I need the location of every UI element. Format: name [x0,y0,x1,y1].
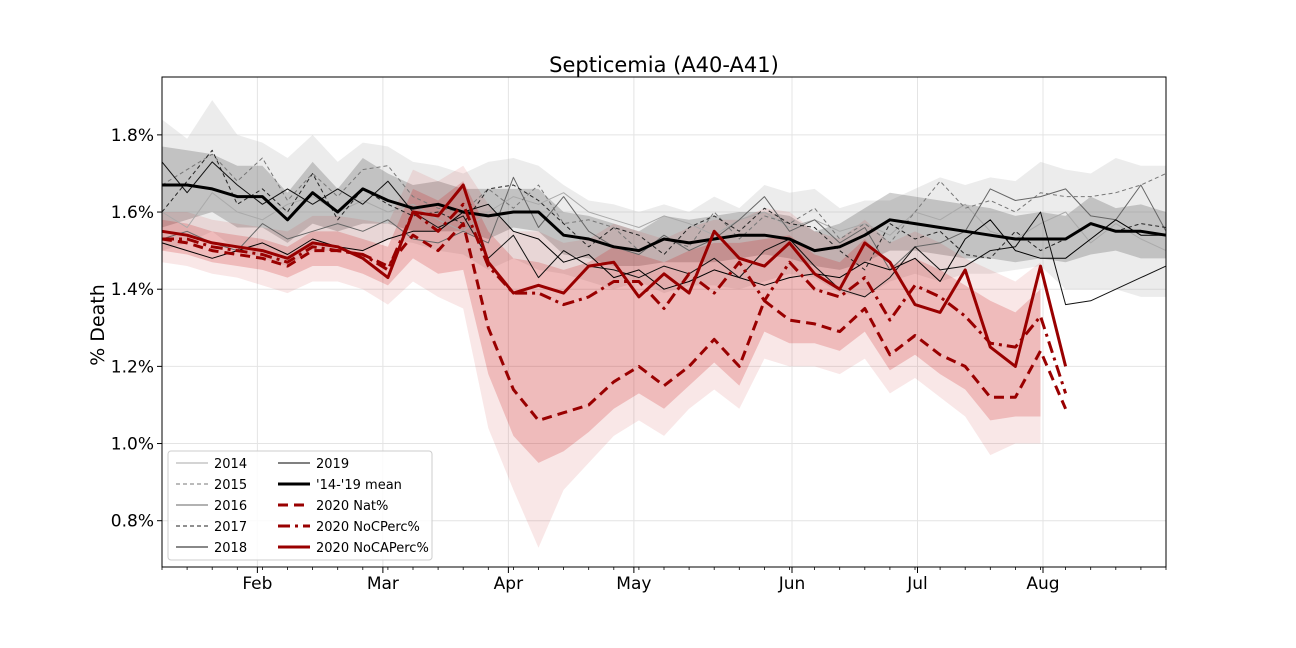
x-tick-label: Jun [778,574,806,594]
chart-title: Septicemia (A40-A41) [549,53,779,77]
series-line-7 [161,222,1067,422]
y-tick-label: 1.4% [111,280,154,300]
y-tick-label: 1.0% [111,435,154,455]
legend-label: 2018 [214,541,247,556]
series-line-6 [162,183,1167,253]
line-layer [161,149,1167,422]
y-tick-label: 1.8% [111,126,154,146]
legend-label: 2014 [214,457,247,472]
axis-layer: 0.8% 1.0% 1.2% 1.4% 1.6% 1.8% Feb Mar Apr May Jun J… [111,76,1167,594]
legend-label: 2017 [214,520,247,535]
legend: 2014 2015 2016 2017 2018 2019 '14-'19 mean 2020… [167,450,433,561]
x-tick-label: Feb [242,574,272,594]
legend-label: 2020 NoCPerc% [316,520,420,535]
series-line-1 [161,153,1167,252]
y-tick-label: 1.6% [111,203,154,223]
series-line-4 [161,161,1167,306]
confidence-band-3 [162,181,1041,463]
confidence-band-2 [162,165,1041,548]
legend-label: 2016 [214,499,247,514]
legend-label: 2015 [214,478,247,493]
series-line-8 [162,202,1068,394]
legend-label: '14-'19 mean [316,478,402,493]
x-tick-label: Mar [367,574,399,594]
x-tick-label: Aug [1026,574,1059,594]
confidence-band-0 [162,100,1166,297]
plot-frame [161,76,1167,568]
series-line-9 [161,183,1068,368]
x-tick-label: May [616,574,651,594]
series-line-2 [161,176,1167,271]
x-tick-label: Jul [906,574,928,594]
y-tick-label: 1.2% [111,357,154,377]
legend-label: 2020 NoCAPerc% [316,541,429,556]
legend-label: 2019 [316,457,349,472]
legend-label: 2020 Nat% [316,499,388,514]
x-tick-label: Apr [494,574,523,594]
y-tick-label: 0.8% [111,512,154,532]
y-axis-title: % Death [87,284,109,366]
